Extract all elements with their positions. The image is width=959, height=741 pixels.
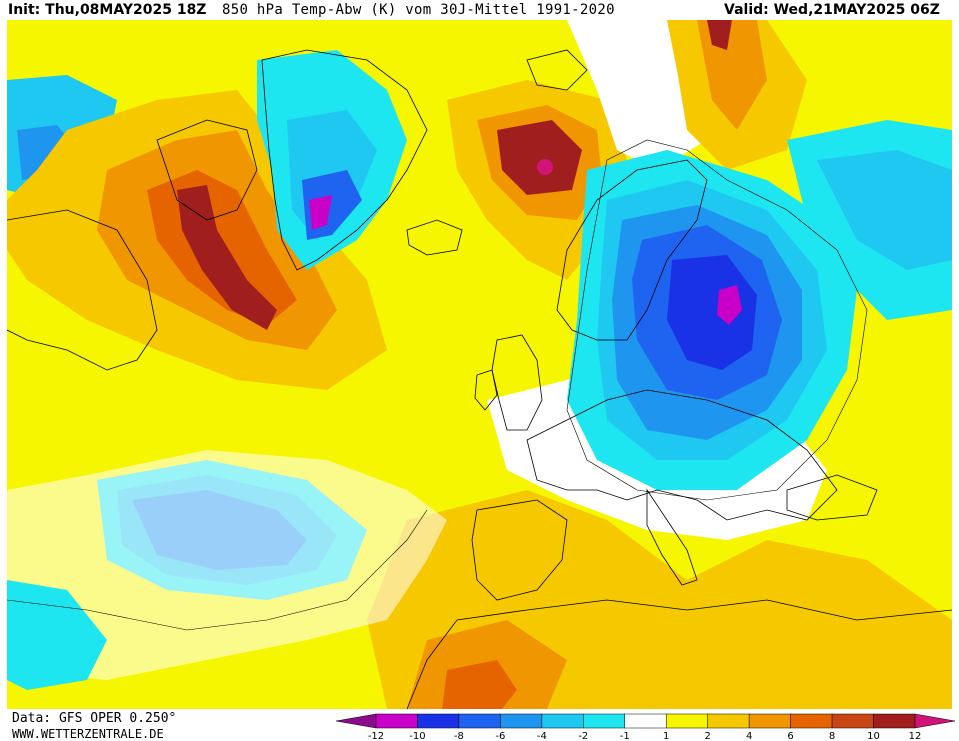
anomaly-map (7, 20, 952, 709)
coastline-canada (7, 209, 158, 371)
zero-contour-atlantic (7, 509, 428, 631)
map-title: 850 hPa Temp-Abw (K) vom 30J-Mittel 1991… (222, 2, 615, 18)
legend-tick-label: -1 (620, 731, 630, 741)
coastline-italy (646, 488, 698, 586)
legend-tick-label: -10 (409, 731, 425, 741)
legend-tick-label: -12 (368, 731, 384, 741)
extreme-hot-region-labrador (177, 185, 277, 330)
legend-swatch (748, 713, 791, 729)
legend-swatch (707, 713, 750, 729)
legend-tick-label: 2 (705, 731, 711, 741)
neutral-band-atlantic (7, 450, 447, 680)
legend-tick-label: 10 (867, 731, 880, 741)
warm-region-iberia (477, 500, 567, 610)
coastline-black-sea (786, 474, 878, 521)
legend-tick-label: -4 (537, 731, 547, 741)
hot-region-barents (697, 20, 767, 130)
legend-swatch (541, 713, 584, 729)
coastline-europe (526, 389, 838, 521)
legend-tick-label: -6 (495, 731, 505, 741)
legend-swatch (500, 713, 543, 729)
coastline-iceland (406, 219, 463, 256)
legend-swatch (873, 713, 916, 729)
coastline-svalbard (526, 49, 588, 91)
coastline-west-africa (406, 619, 458, 709)
severe-cold-region-europe (667, 255, 757, 370)
zero-contour-europe (566, 139, 868, 501)
legend-tick-label: 12 (909, 731, 922, 741)
legend-tick-label: 1 (663, 731, 669, 741)
colder-region-russia-east (817, 150, 952, 270)
very-hot-region-north-africa (442, 660, 517, 709)
legend-swatch (417, 713, 460, 729)
init-time-label: Init: Thu,08MAY2025 18Z (8, 2, 207, 18)
legend-tick-label: -2 (578, 731, 588, 741)
legend-swatch-max (914, 713, 956, 729)
color-legend: -12 -10 -8 -6 -4 -2 -1 1 2 4 6 8 10 12 (335, 713, 956, 741)
cold-region-southwest (7, 580, 107, 690)
extreme-cold-greenland (309, 195, 332, 230)
coastline-baffin (156, 119, 258, 221)
extreme-hot-core-norwegian-sea (537, 159, 553, 175)
legend-tick-label: 4 (746, 731, 752, 741)
legend-tick-label: 8 (829, 731, 835, 741)
legend-swatch (375, 713, 418, 729)
legend-tick-label: -8 (454, 731, 464, 741)
coastline-ireland (474, 369, 498, 411)
coastline-iberia (471, 499, 568, 601)
coastline-scandinavia (556, 159, 708, 341)
legend-swatch (583, 713, 626, 729)
anomaly-map-svg (7, 20, 952, 709)
coastline-greenland (261, 49, 428, 271)
legend-tick-label: 6 (787, 731, 793, 741)
coastline-north-africa (456, 599, 952, 621)
legend-swatch (458, 713, 501, 729)
very-hot-region-barents (707, 20, 732, 50)
header-bar: Init: Thu,08MAY2025 18Z 850 hPa Temp-Abw… (0, 0, 959, 20)
legend-swatch-min (335, 713, 377, 729)
contour-layer (7, 139, 868, 631)
coastline-layer (7, 49, 952, 709)
legend-swatch (624, 713, 667, 729)
footer-bar: Data: GFS OPER 0.250° WWW.WETTERZENTRALE… (0, 709, 959, 741)
legend-swatch (831, 713, 874, 729)
very-hot-region-norwegian-sea (497, 120, 582, 195)
valid-time-label: Valid: Wed,21MAY2025 06Z (724, 2, 940, 18)
website-label: WWW.WETTERZENTRALE.DE (12, 727, 164, 741)
extreme-cold-core-europe (717, 285, 742, 325)
legend-swatch (665, 713, 708, 729)
legend-swatch (790, 713, 833, 729)
data-source-label: Data: GFS OPER 0.250° (12, 711, 177, 726)
